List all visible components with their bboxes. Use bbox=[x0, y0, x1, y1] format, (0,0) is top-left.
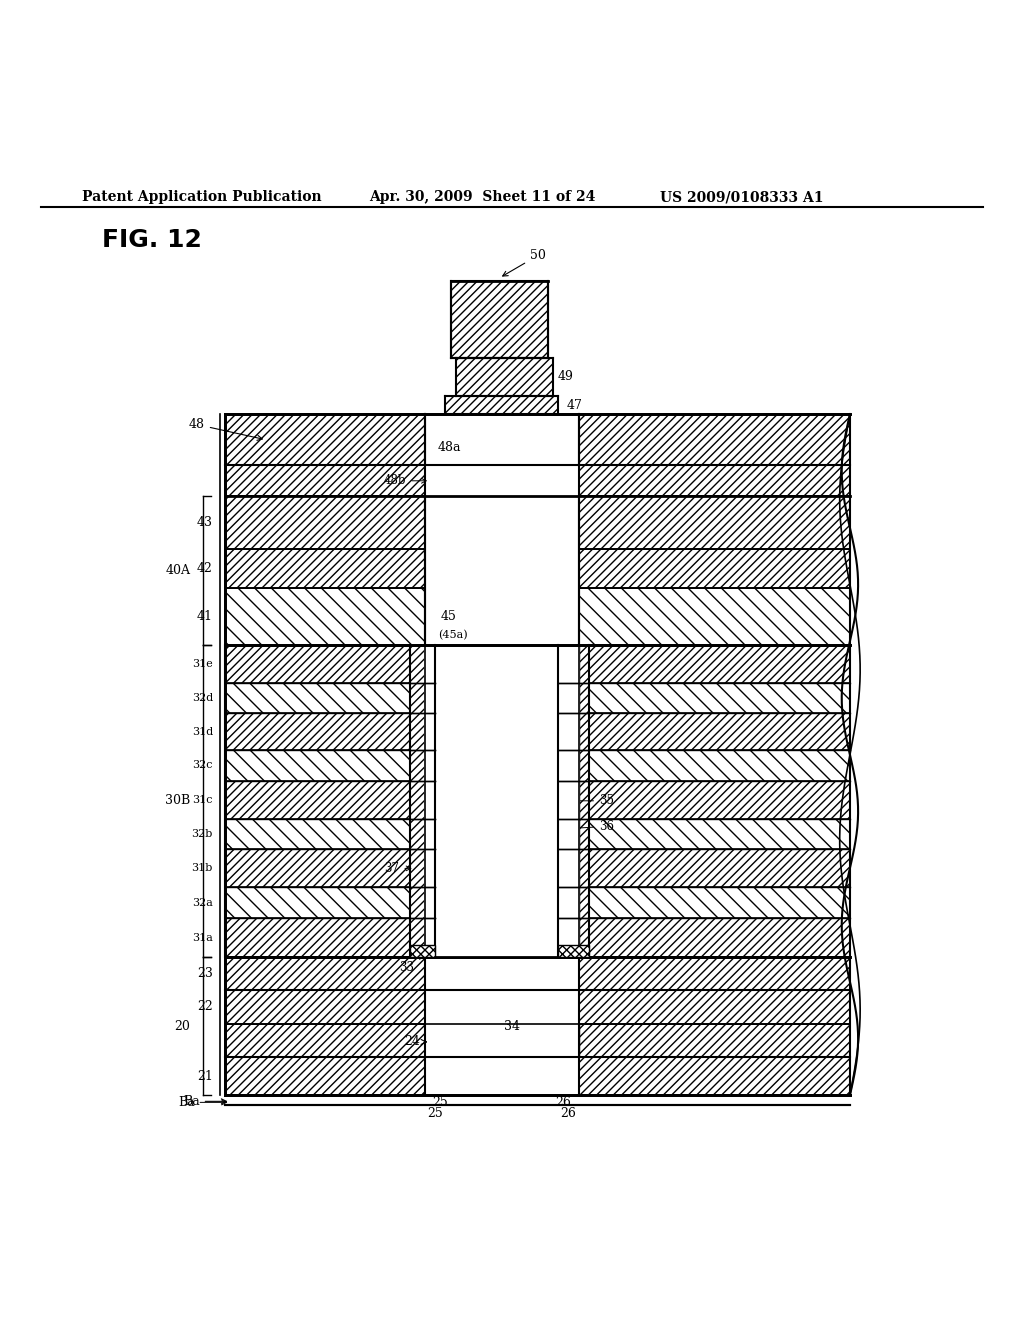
Text: 31d: 31d bbox=[191, 727, 213, 737]
Bar bbox=[425, 957, 579, 1096]
Text: 38b: 38b bbox=[431, 630, 473, 651]
Bar bbox=[425, 644, 435, 957]
Bar bbox=[410, 945, 435, 957]
Text: (45a): (45a) bbox=[438, 630, 468, 640]
Bar bbox=[225, 644, 410, 682]
Bar bbox=[558, 644, 579, 957]
Bar bbox=[225, 990, 850, 1023]
Bar bbox=[225, 1057, 850, 1096]
Text: 34: 34 bbox=[504, 1019, 520, 1032]
Text: 26: 26 bbox=[555, 1096, 571, 1109]
Bar bbox=[225, 682, 410, 713]
Bar bbox=[225, 549, 425, 589]
Text: 31a: 31a bbox=[193, 932, 213, 942]
Bar bbox=[225, 887, 410, 917]
Text: 32c: 32c bbox=[193, 760, 213, 771]
Text: 32d: 32d bbox=[191, 693, 213, 702]
Text: 21: 21 bbox=[197, 1069, 213, 1082]
Bar bbox=[589, 644, 850, 682]
Text: 31b: 31b bbox=[191, 863, 213, 874]
Text: 50: 50 bbox=[503, 249, 546, 276]
Text: 22: 22 bbox=[198, 1001, 213, 1014]
Text: 48b: 48b bbox=[384, 474, 426, 487]
Bar bbox=[225, 750, 410, 781]
Bar bbox=[410, 644, 435, 957]
Text: 48: 48 bbox=[188, 418, 262, 441]
Text: 37: 37 bbox=[384, 862, 411, 875]
Bar bbox=[451, 281, 548, 358]
Bar bbox=[225, 589, 425, 644]
Text: 24: 24 bbox=[403, 1035, 426, 1048]
Text: 25: 25 bbox=[432, 1096, 449, 1109]
Text: 33: 33 bbox=[399, 953, 430, 974]
Bar bbox=[225, 1023, 425, 1057]
Text: 48a: 48a bbox=[437, 441, 461, 454]
Bar bbox=[558, 644, 589, 957]
Text: Ba: Ba bbox=[178, 1096, 226, 1109]
Bar bbox=[225, 496, 425, 549]
Text: 40A: 40A bbox=[166, 564, 190, 577]
Text: 23: 23 bbox=[197, 966, 213, 979]
Bar bbox=[225, 818, 410, 850]
Text: 36: 36 bbox=[432, 820, 614, 838]
Bar bbox=[579, 496, 850, 549]
Text: 45: 45 bbox=[440, 610, 457, 623]
Bar bbox=[589, 887, 850, 917]
Text: 20: 20 bbox=[174, 1019, 190, 1032]
Bar bbox=[558, 945, 589, 957]
Text: 42: 42 bbox=[197, 562, 213, 576]
Text: 41: 41 bbox=[197, 610, 213, 623]
Bar bbox=[579, 549, 850, 589]
Text: 49: 49 bbox=[558, 371, 574, 383]
Text: 31e: 31e bbox=[193, 659, 213, 669]
Bar bbox=[563, 1023, 579, 1057]
Bar bbox=[225, 781, 410, 818]
Bar bbox=[589, 917, 850, 957]
Text: FIG. 12: FIG. 12 bbox=[102, 228, 203, 252]
Bar bbox=[225, 850, 410, 887]
Text: 38a: 38a bbox=[440, 643, 472, 661]
Text: 43: 43 bbox=[197, 516, 213, 529]
Bar bbox=[589, 850, 850, 887]
Text: Ba: Ba bbox=[183, 1094, 226, 1107]
Text: 31c: 31c bbox=[193, 795, 213, 805]
Text: US 2009/0108333 A1: US 2009/0108333 A1 bbox=[660, 190, 824, 205]
Bar bbox=[589, 682, 850, 713]
Bar bbox=[579, 1023, 850, 1057]
Bar bbox=[589, 750, 850, 781]
Bar bbox=[425, 414, 579, 644]
Bar bbox=[589, 781, 850, 818]
Text: 32b: 32b bbox=[191, 829, 213, 840]
Bar bbox=[456, 358, 553, 396]
Bar bbox=[425, 1023, 440, 1057]
Text: Apr. 30, 2009  Sheet 11 of 24: Apr. 30, 2009 Sheet 11 of 24 bbox=[369, 190, 595, 205]
Bar bbox=[225, 917, 410, 957]
Text: 47: 47 bbox=[566, 399, 583, 412]
Bar bbox=[225, 957, 850, 990]
Bar bbox=[425, 414, 579, 466]
Text: 35: 35 bbox=[432, 795, 614, 808]
Text: Patent Application Publication: Patent Application Publication bbox=[82, 190, 322, 205]
Bar bbox=[589, 713, 850, 750]
Text: 30B: 30B bbox=[165, 795, 190, 808]
Text: 26: 26 bbox=[560, 1107, 577, 1121]
Bar bbox=[445, 396, 558, 414]
Bar bbox=[579, 589, 850, 644]
Bar bbox=[589, 818, 850, 850]
Bar bbox=[425, 644, 579, 957]
Bar bbox=[225, 414, 850, 466]
Bar bbox=[425, 496, 579, 644]
Bar bbox=[225, 466, 850, 496]
Bar bbox=[225, 713, 410, 750]
Text: 25: 25 bbox=[427, 1107, 443, 1121]
Text: 32a: 32a bbox=[193, 898, 213, 908]
